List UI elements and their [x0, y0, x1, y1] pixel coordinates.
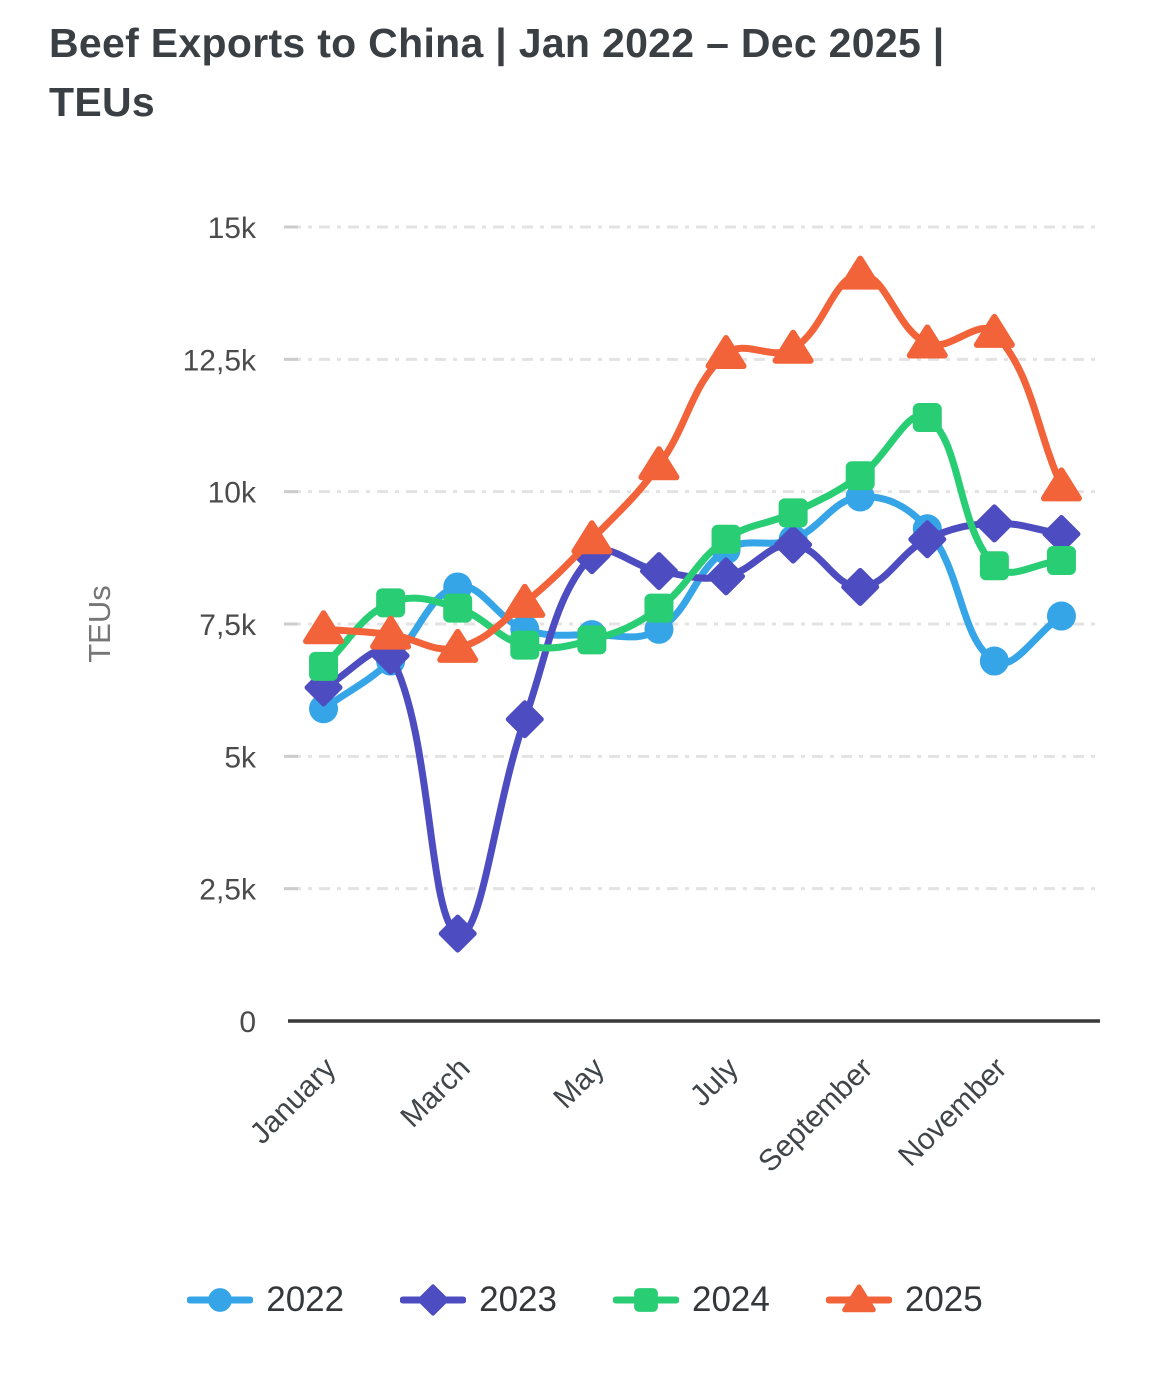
series-2023-line [320, 519, 1065, 938]
x-tick-label: March [394, 1052, 476, 1134]
series-2024-point-February[interactable] [376, 588, 406, 618]
y-tick-label: 15k [208, 212, 257, 245]
series-2024-point-August[interactable] [778, 498, 808, 528]
legend-label-2025: 2025 [904, 1280, 983, 1319]
chart-legend: 2022 2023 2024 2025 [0, 1278, 1170, 1322]
series-2024-point-October[interactable] [912, 403, 942, 433]
series-2022-line [320, 493, 1065, 713]
series-2025-point-April[interactable] [504, 583, 546, 618]
series-2025-point-November[interactable] [973, 313, 1015, 348]
series-2022-point-December[interactable] [1046, 601, 1076, 631]
series-2023-point-December[interactable] [1042, 515, 1081, 554]
y-tick-label: 2,5k [199, 874, 257, 907]
series-2023-point-April[interactable] [505, 700, 544, 739]
x-tick-label: November [892, 1052, 1013, 1173]
y-tick-label: 5k [224, 741, 257, 774]
series-2025-point-February[interactable] [370, 615, 412, 650]
legend-item-2025[interactable]: 2025 [825, 1278, 983, 1322]
x-tick-label-group: September [752, 1052, 879, 1179]
x-tick-label-group: May [547, 1052, 610, 1115]
series-2023-point-June[interactable] [639, 552, 678, 591]
y-tick-label: 0 [239, 1006, 256, 1039]
y-axis-title: TEUs [82, 585, 117, 663]
series-2023-point-March[interactable] [438, 914, 477, 953]
x-tick-label: July [684, 1052, 745, 1113]
series-2025-point-June[interactable] [638, 446, 680, 481]
series-2025-point-January[interactable] [303, 610, 345, 645]
series-2023-point-October[interactable] [908, 520, 947, 559]
series-2025 [303, 255, 1082, 663]
series-2024-point-April[interactable] [510, 630, 540, 660]
chart-title: Beef Exports to China | Jan 2022 – Dec 2… [49, 20, 945, 126]
legend-item-2022[interactable]: 2022 [187, 1278, 344, 1322]
series-2023-point-November[interactable] [975, 504, 1014, 543]
legend-diamond-icon [400, 1284, 467, 1316]
series-2025-point-December[interactable] [1040, 467, 1082, 502]
series-2025-point-May[interactable] [571, 520, 613, 555]
series-2022-point-January[interactable] [309, 694, 339, 724]
series-2024-point-November[interactable] [979, 551, 1009, 581]
y-tick-label: 12,5k [183, 344, 257, 377]
series-2024-line [320, 412, 1065, 670]
series-2025-point-October[interactable] [906, 324, 948, 359]
y-tick-label: 10k [208, 477, 257, 510]
legend-item-2024[interactable]: 2024 [613, 1278, 770, 1322]
series-2025-point-September[interactable] [839, 255, 881, 290]
series-2025-point-August[interactable] [772, 329, 814, 364]
x-tick-label: May [547, 1052, 610, 1115]
legend-triangle-icon [825, 1284, 892, 1313]
series-2024 [309, 403, 1076, 681]
series-2024-point-December[interactable] [1046, 545, 1076, 575]
legend-2025-marker[interactable] [842, 1284, 876, 1313]
legend-2024-marker[interactable] [634, 1288, 658, 1312]
series-2024-point-May[interactable] [577, 625, 607, 655]
legend-label-2024: 2024 [692, 1280, 770, 1319]
series-2023-point-September[interactable] [841, 567, 880, 606]
x-tick-label-group: January [244, 1052, 343, 1151]
x-tick-label-group: July [684, 1052, 745, 1113]
legend-label-2023: 2023 [479, 1280, 557, 1319]
legend-2022-marker[interactable] [208, 1288, 233, 1312]
x-tick-label: January [244, 1052, 343, 1151]
legend-item-2023[interactable]: 2023 [400, 1278, 557, 1322]
series-2025-point-July[interactable] [705, 335, 747, 370]
legend-2023-marker[interactable] [417, 1284, 449, 1316]
series-2024-point-September[interactable] [845, 461, 875, 491]
x-tick-label-group: March [394, 1052, 476, 1134]
series-2024-point-July[interactable] [711, 524, 741, 554]
series-2024-point-June[interactable] [644, 593, 674, 623]
legend-circle-icon [187, 1288, 254, 1312]
y-tick-label: 7,5k [199, 609, 257, 642]
legend-square-icon [613, 1288, 679, 1312]
series-2023-point-August[interactable] [774, 525, 813, 564]
series-2023-point-July[interactable] [707, 557, 746, 596]
x-tick-label: September [752, 1052, 879, 1179]
series-2025-point-March[interactable] [437, 628, 479, 663]
legend-label-2022: 2022 [266, 1280, 345, 1319]
line-chart: 0 2,5k 5k 7,5k 10k 12,5k 15k January March May Jul… [82, 212, 1100, 1179]
x-tick-label-group: November [892, 1052, 1013, 1173]
series-2022-point-November[interactable] [979, 646, 1009, 676]
series-2024-point-January[interactable] [309, 651, 339, 681]
series-2024-point-March[interactable] [443, 593, 473, 623]
series-2022 [309, 482, 1076, 724]
